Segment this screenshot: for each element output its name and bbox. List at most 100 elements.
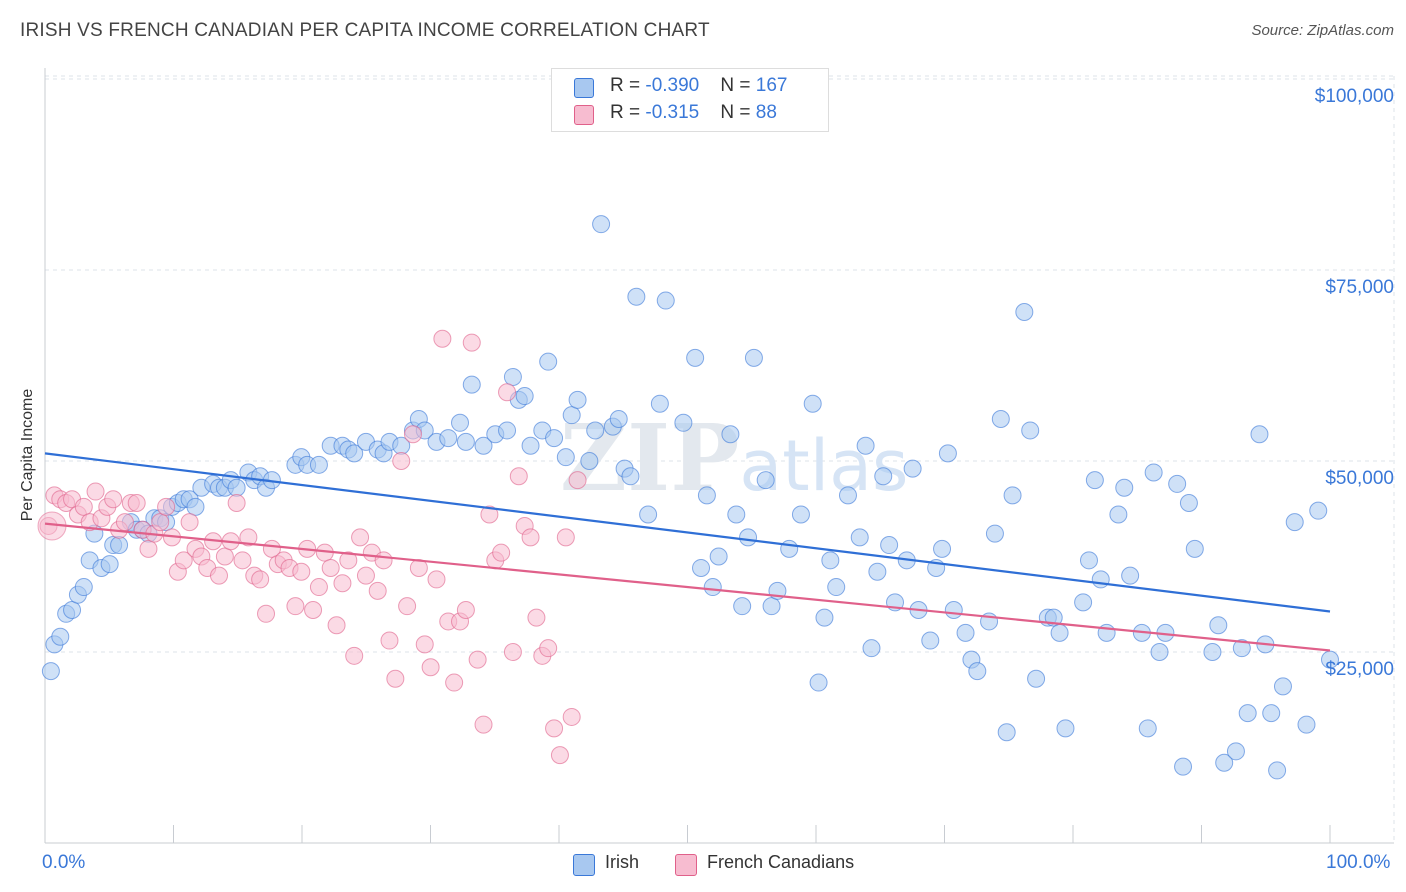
french-canadian-point xyxy=(498,383,517,402)
french-canadian-point xyxy=(115,513,134,532)
irish-point xyxy=(1150,643,1169,661)
french-canadian-point xyxy=(421,658,440,677)
french-canadian-point xyxy=(556,528,575,547)
irish-point xyxy=(580,452,599,470)
french-canadian-point xyxy=(333,574,352,593)
y-tick-label: $25,000 xyxy=(1325,659,1394,680)
irish-point xyxy=(791,505,810,524)
irish-point xyxy=(838,486,857,505)
french-canadian-points xyxy=(37,329,587,765)
irish-point xyxy=(562,406,581,425)
french-canadian-point xyxy=(227,494,246,513)
r-value: -0.390 xyxy=(645,75,700,96)
irish-point xyxy=(439,429,458,448)
irish-point xyxy=(41,662,60,681)
irish-point xyxy=(1226,742,1245,761)
french-canadian-point xyxy=(492,543,511,562)
french-canadian-point xyxy=(398,597,417,616)
french-canadian-point xyxy=(174,551,193,570)
irish-point xyxy=(474,436,493,455)
french-canadian-point xyxy=(86,482,105,501)
irish-point xyxy=(991,409,1010,428)
french-canadian-point xyxy=(180,513,199,532)
french-canadian-point xyxy=(151,513,170,532)
irish-point xyxy=(51,627,70,646)
french-canadian-point xyxy=(345,646,364,665)
french-canadian-point xyxy=(257,604,276,623)
french-canadian-point xyxy=(127,494,146,513)
french-canadian-point xyxy=(415,635,434,654)
irish-point xyxy=(1079,551,1098,570)
irish-point xyxy=(63,600,82,619)
irish-point xyxy=(186,497,205,516)
irish-point xyxy=(880,536,899,555)
irish-point xyxy=(903,459,922,478)
french-canadian-point xyxy=(539,639,558,658)
irish-point xyxy=(686,348,705,367)
irish-point xyxy=(1209,616,1228,635)
irish-point xyxy=(850,528,869,547)
irish-point xyxy=(1003,486,1022,505)
french-canadian-point xyxy=(427,570,446,589)
irish-point xyxy=(803,394,822,413)
irish-point xyxy=(1232,639,1251,658)
french-canadian-point xyxy=(251,570,270,589)
irish-point xyxy=(498,421,517,440)
irish-point xyxy=(697,486,716,505)
irish-point xyxy=(556,448,575,467)
irish-point xyxy=(1109,505,1128,524)
irish-point xyxy=(733,597,752,616)
french-canadian-point xyxy=(157,497,176,516)
french-canadian-point xyxy=(304,600,323,619)
irish-point xyxy=(921,631,940,650)
french-canadian-point xyxy=(380,631,399,650)
irish-point xyxy=(821,551,840,570)
chart-source: Source: ZipAtlas.com xyxy=(1251,22,1394,39)
irish-point xyxy=(1015,303,1034,322)
irish-point xyxy=(862,639,881,658)
french-canadian-point xyxy=(509,467,528,486)
french-canadian-point xyxy=(545,719,564,738)
french-canadian-point xyxy=(433,329,452,348)
french-canadian-point xyxy=(321,558,340,577)
irish-point xyxy=(709,547,728,566)
irish-trend-line xyxy=(44,452,1331,613)
irish-point xyxy=(1027,669,1046,688)
irish-point xyxy=(739,528,758,547)
french-canadian-point xyxy=(456,600,475,619)
french-canadian-point xyxy=(480,505,499,524)
french-canadian-point xyxy=(503,643,522,661)
irish-point xyxy=(539,352,558,371)
irish-point xyxy=(1262,704,1281,723)
irish-point xyxy=(110,536,129,555)
french-canadian-point xyxy=(74,497,93,516)
french-canadian-point xyxy=(327,616,346,635)
irish-point xyxy=(1021,421,1040,440)
irish-point xyxy=(227,478,246,497)
irish-point xyxy=(456,432,475,451)
irish-point xyxy=(1238,704,1257,723)
irish-point xyxy=(692,558,711,577)
irish-point xyxy=(1085,471,1104,490)
y-tick-label: $100,000 xyxy=(1314,86,1394,107)
bottom-legend-swatch-irish xyxy=(573,854,595,876)
irish-point xyxy=(1144,463,1163,482)
irish-point xyxy=(944,600,963,619)
irish-point xyxy=(345,444,364,463)
axes xyxy=(44,68,1394,844)
n-value: 167 xyxy=(755,75,788,96)
french-canadian-point xyxy=(403,425,422,444)
r-label: R = xyxy=(610,102,646,123)
x-tick-label: 0.0% xyxy=(42,852,86,873)
irish-point xyxy=(100,555,119,574)
irish-point xyxy=(545,429,564,448)
irish-point xyxy=(1056,719,1075,738)
french-canadian-point xyxy=(462,333,481,352)
irish-point xyxy=(874,467,893,486)
irish-point xyxy=(568,390,587,409)
french-canadian-point xyxy=(351,528,370,547)
irish-point xyxy=(1185,539,1204,558)
bottom-legend-swatch-french-canadians xyxy=(675,854,697,876)
irish-point xyxy=(1115,478,1134,497)
